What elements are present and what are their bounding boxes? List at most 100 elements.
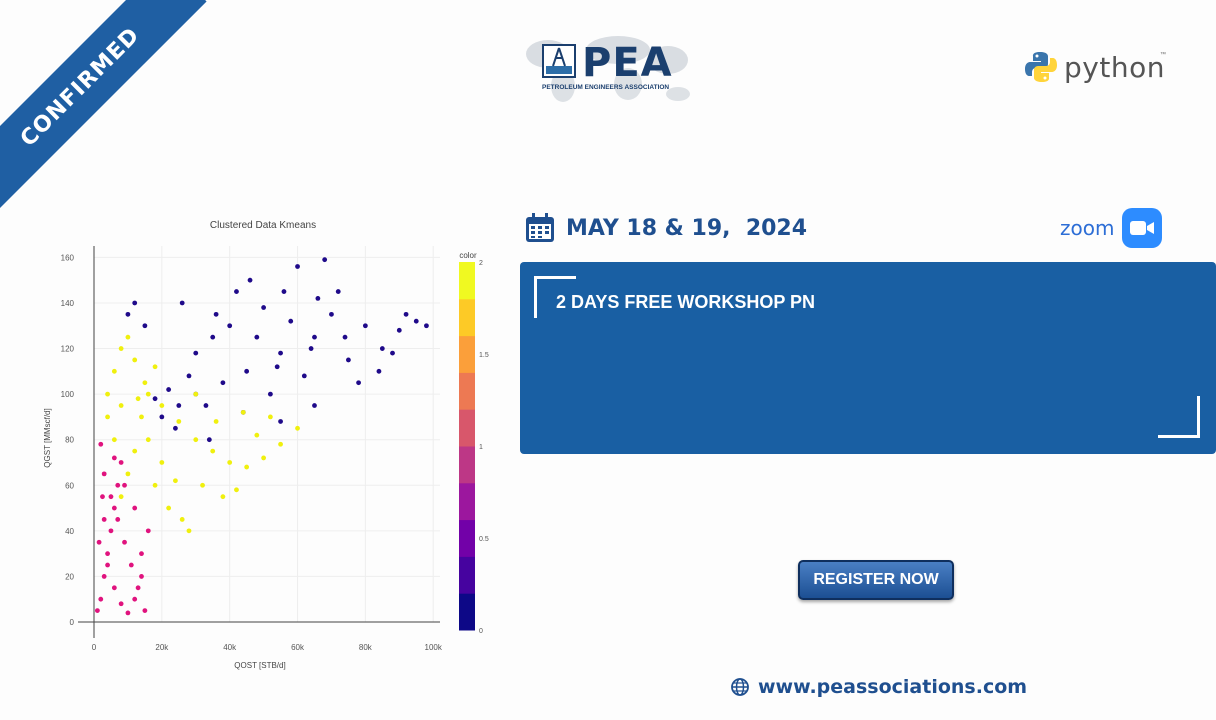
python-icon xyxy=(1025,52,1057,82)
colorbar-tick-label: 2 xyxy=(479,260,483,267)
scatter-point xyxy=(193,437,199,443)
scatter-point xyxy=(312,334,317,340)
x-tick-label: 40k xyxy=(223,643,237,652)
scatter-point xyxy=(122,482,127,488)
confirmed-ribbon: CONFIRMED xyxy=(0,0,210,210)
scatter-point xyxy=(101,517,107,522)
chart-svg: Clustered Data Kmeans QOST [STB/d] QGST … xyxy=(43,220,489,670)
scatter-point xyxy=(105,562,110,568)
oil-rig-icon xyxy=(542,44,576,78)
zoom-wordmark: zoom xyxy=(1060,216,1115,240)
scatter-point xyxy=(301,373,307,379)
scatter-point xyxy=(244,464,250,470)
scatter-point xyxy=(390,350,395,356)
x-tick-label: 60k xyxy=(291,643,305,652)
chart-title: Clustered Data Kmeans xyxy=(210,220,316,231)
scatter-point xyxy=(111,437,117,443)
scatter-point xyxy=(295,264,300,269)
scatter-point xyxy=(278,441,283,447)
scatter-point xyxy=(186,373,192,379)
python-logo: python xyxy=(1024,50,1165,84)
website-link[interactable]: www.peassociations.com xyxy=(730,676,1027,698)
scatter-point xyxy=(125,471,131,477)
scatter-point xyxy=(152,364,158,370)
scatter-point xyxy=(206,437,212,443)
scatter-point xyxy=(152,482,158,488)
scatter-point xyxy=(227,460,233,465)
y-tick-label: 60 xyxy=(65,481,74,490)
scatter-point xyxy=(125,610,131,616)
scatter-point xyxy=(315,296,321,301)
scatter-point xyxy=(115,517,121,522)
scatter-point xyxy=(145,528,151,534)
colorbar-segment xyxy=(459,482,475,521)
scatter-point xyxy=(105,391,110,397)
y-tick-label: 80 xyxy=(65,436,74,445)
y-tick-label: 100 xyxy=(61,390,75,399)
scatter-point xyxy=(132,505,138,511)
colorbar-tick-label: 1.5 xyxy=(479,352,489,359)
scatter-point xyxy=(122,539,127,545)
calendar-icon xyxy=(526,213,554,242)
scatter-point xyxy=(132,357,138,363)
scatter-point xyxy=(362,323,368,329)
scatter-point xyxy=(118,601,124,607)
scatter-point xyxy=(244,368,250,374)
scatter-point xyxy=(159,460,165,465)
scatter-point xyxy=(179,517,185,522)
scatter-point xyxy=(139,551,144,557)
scatter-point xyxy=(125,334,131,340)
scatter-point xyxy=(159,403,165,408)
scatter-point xyxy=(105,551,110,557)
scatter-point xyxy=(98,596,104,602)
scatter-point xyxy=(135,396,141,402)
scatter-point xyxy=(220,380,226,386)
x-tick-label: 100k xyxy=(425,643,443,652)
colorbar-tick-label: 0.5 xyxy=(479,536,489,543)
scatter-point xyxy=(98,441,104,447)
scatter-point xyxy=(100,494,105,500)
chart-x-axis-label: QOST [STB/d] xyxy=(234,661,285,670)
scatter-point xyxy=(111,585,117,591)
x-tick-label: 0 xyxy=(92,643,97,652)
x-tick-label: 80k xyxy=(359,643,373,652)
scatter-point xyxy=(101,471,107,477)
y-tick-label: 20 xyxy=(65,572,74,581)
scatter-point xyxy=(308,346,314,351)
scatter-point xyxy=(142,380,148,386)
scatter-point xyxy=(108,528,114,534)
python-trademark: ™ xyxy=(1160,52,1166,58)
scatter-point xyxy=(403,311,409,317)
scatter-point xyxy=(115,482,121,488)
scatter-point xyxy=(278,419,283,424)
scatter-point xyxy=(356,380,361,386)
event-date: MAY 18 & 19, 2024 xyxy=(566,215,808,241)
scatter-point xyxy=(213,311,219,317)
scatter-point xyxy=(105,414,110,420)
scatter-point xyxy=(111,505,117,511)
scatter-point xyxy=(176,403,182,408)
scatter-point xyxy=(145,391,151,397)
pea-subtitle: PETROLEUM ENGINEERS ASSOCIATION xyxy=(542,84,670,91)
scatter-point xyxy=(111,455,117,461)
colorbar-segment xyxy=(459,556,475,594)
scatter-point xyxy=(227,323,233,329)
panel-corner-bottom-right xyxy=(1158,396,1200,438)
colorbar-segment xyxy=(459,335,475,373)
scatter-point xyxy=(335,289,341,294)
scatter-point xyxy=(128,562,134,568)
scatter-point xyxy=(159,414,165,420)
scatter-point xyxy=(118,403,124,408)
colorbar-segment xyxy=(459,519,475,557)
scatter-point xyxy=(176,419,182,424)
colorbar-segment xyxy=(459,593,475,631)
scatter-point xyxy=(135,585,141,591)
colorbar-segment xyxy=(459,409,475,447)
scatter-point xyxy=(278,350,283,356)
scatter-point xyxy=(108,494,114,500)
colorbar-segment xyxy=(459,372,475,410)
scatter-point xyxy=(329,311,334,317)
register-now-button[interactable]: REGISTER NOW xyxy=(798,560,954,600)
scatter-point xyxy=(254,334,260,340)
colorbar-segment xyxy=(459,298,475,337)
